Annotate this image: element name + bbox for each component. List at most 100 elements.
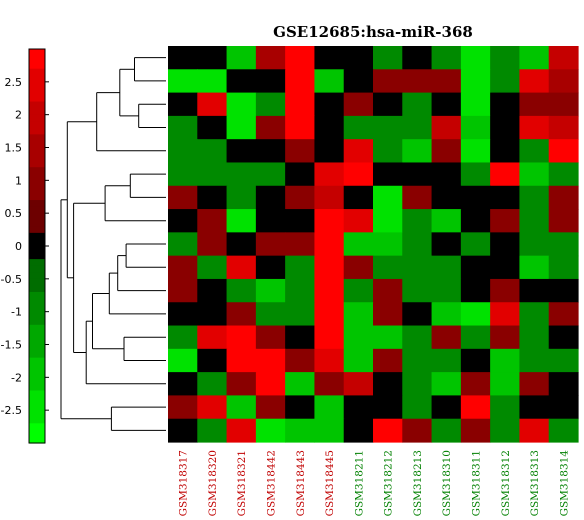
- heatmap-cell: [314, 372, 345, 397]
- heatmap-cell: [197, 418, 228, 443]
- heatmap-cell: [197, 209, 228, 233]
- colorbar-segment: [29, 134, 45, 142]
- heatmap-cell: [314, 69, 345, 94]
- heatmap-cell: [255, 325, 286, 350]
- heatmap-cell: [168, 185, 198, 210]
- heatmap-cell: [373, 46, 403, 70]
- colorbar-segment: [29, 278, 45, 286]
- heatmap-cell: [519, 255, 550, 280]
- heatmap-cell: [490, 372, 521, 397]
- heatmap-cell: [285, 418, 316, 443]
- colorbar-segment: [29, 272, 45, 280]
- heatmap-cell: [490, 348, 521, 373]
- heatmap-cell: [402, 46, 433, 70]
- heatmap-cell: [314, 348, 345, 373]
- colorbar-segment: [29, 377, 45, 385]
- colorbar-segment: [29, 226, 45, 234]
- column-label: GSM318213: [412, 450, 424, 516]
- heatmap-cell: [519, 418, 550, 443]
- heatmap-cell: [343, 418, 374, 443]
- column-label: GSM318312: [500, 450, 512, 516]
- heatmap-cell: [490, 115, 521, 140]
- heatmap-cell: [490, 69, 521, 94]
- heatmap-cell: [373, 325, 403, 350]
- colorbar-segment: [29, 186, 45, 195]
- heatmap-cell: [490, 325, 521, 350]
- heatmap-cell: [255, 395, 286, 420]
- colorbar-segment: [29, 324, 45, 332]
- heatmap-cell: [226, 185, 257, 210]
- heatmap-cell: [343, 302, 374, 327]
- heatmap-cell: [519, 209, 550, 233]
- heatmap-cell: [548, 372, 579, 397]
- heatmap-cell: [285, 209, 316, 233]
- heatmap-cell: [431, 395, 462, 420]
- heatmap-cell: [431, 139, 462, 164]
- colorbar-tick-label: -1: [11, 306, 22, 319]
- heatmap-cell: [285, 115, 316, 140]
- heatmap-cell: [490, 139, 521, 164]
- colorbar-segment: [29, 397, 45, 405]
- colorbar-segment: [29, 239, 45, 247]
- heatmap-cell: [168, 46, 198, 70]
- colorbar-segment: [29, 114, 45, 122]
- heatmap-cell: [548, 139, 579, 164]
- heatmap-cell: [402, 418, 433, 443]
- heatmap-cell: [519, 395, 550, 420]
- heatmap-cell: [226, 92, 257, 117]
- heatmap-cell: [255, 139, 286, 164]
- heatmap-cell: [285, 185, 316, 210]
- heatmap-cell: [431, 255, 462, 280]
- colorbar-segment: [29, 318, 45, 326]
- heatmap-cell: [373, 302, 403, 327]
- heatmap-cell: [285, 92, 316, 117]
- heatmap-cell: [460, 418, 491, 443]
- heatmap-cell: [402, 115, 433, 140]
- heatmap-cell: [255, 162, 286, 187]
- heatmap-cell: [402, 395, 433, 420]
- heatmap-cell: [460, 372, 491, 397]
- heatmap-cell: [226, 255, 257, 280]
- heatmap-cell: [431, 115, 462, 140]
- colorbar-segment: [29, 173, 45, 181]
- heatmap-cell: [314, 139, 345, 164]
- heatmap-cell: [197, 255, 228, 280]
- heatmap-cell: [373, 395, 403, 420]
- heatmap-cell: [314, 395, 345, 420]
- heatmap-cell: [373, 418, 403, 443]
- colorbar-tick-label: -0.5: [1, 273, 22, 286]
- heatmap-cell: [460, 69, 491, 94]
- colorbar-tick-label: 1: [15, 174, 22, 187]
- heatmap-cell: [314, 162, 345, 187]
- heatmap-cell: [343, 139, 374, 164]
- heatmap-cell: [226, 209, 257, 233]
- heatmap-cell: [373, 232, 403, 257]
- heatmap-cell: [168, 92, 198, 117]
- column-label: GSM318321: [236, 450, 248, 516]
- heatmap-cell: [519, 185, 550, 210]
- colorbar-segment: [29, 62, 45, 70]
- colorbar-segment: [29, 331, 45, 339]
- colorbar-segment: [29, 213, 45, 221]
- column-label: GSM318211: [353, 450, 365, 516]
- heatmap-cell: [402, 209, 433, 233]
- colorbar-segment: [29, 285, 45, 293]
- heatmap-cell: [431, 348, 462, 373]
- column-label: GSM318313: [529, 450, 541, 516]
- colorbar-segment: [29, 410, 45, 418]
- heatmap-cell: [490, 232, 521, 257]
- heatmap-cell: [519, 302, 550, 327]
- heatmap-cell: [343, 372, 374, 397]
- colorbar-segment: [29, 180, 45, 188]
- heatmap-grid: [168, 46, 579, 443]
- heatmap-cell: [168, 69, 198, 94]
- heatmap-cell: [490, 185, 521, 210]
- heatmap-cell: [460, 46, 491, 70]
- heatmap-cell: [548, 69, 579, 94]
- heatmap-cell: [431, 46, 462, 70]
- heatmap-cell: [519, 348, 550, 373]
- heatmap-cell: [226, 232, 257, 257]
- heatmap-cell: [373, 372, 403, 397]
- heatmap-cell: [402, 302, 433, 327]
